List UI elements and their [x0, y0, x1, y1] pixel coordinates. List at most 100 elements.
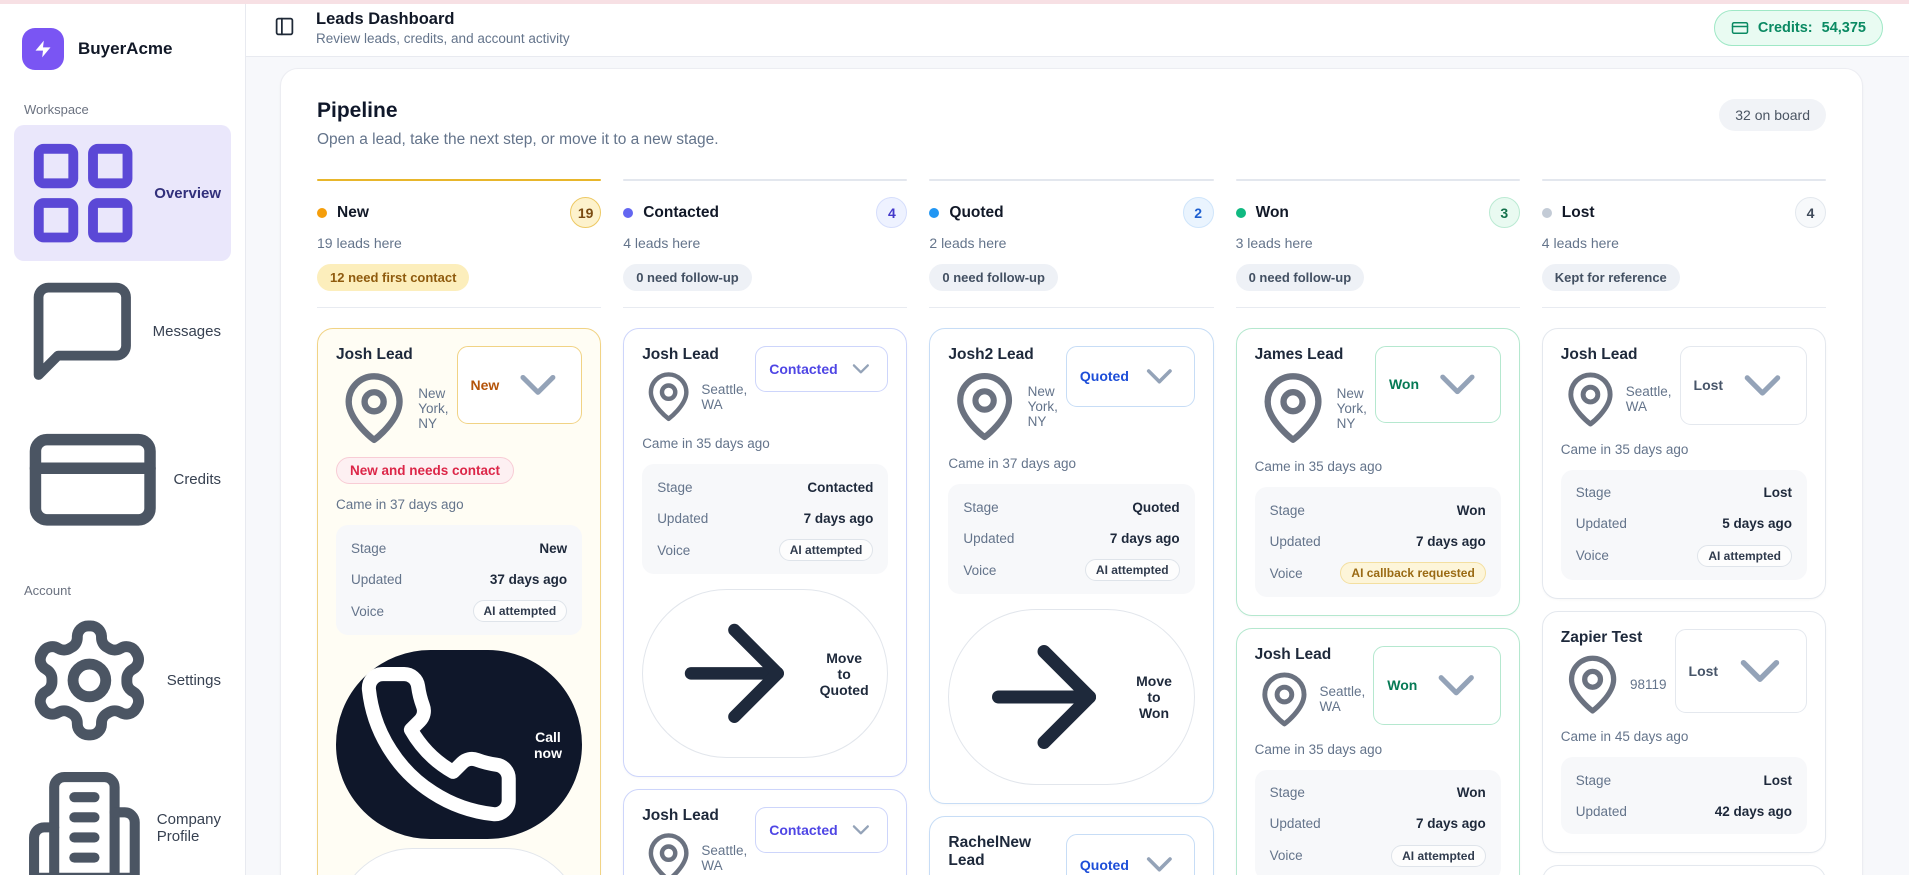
lead-location: 98119	[1561, 653, 1667, 716]
lead-location-text: 98119	[1629, 677, 1667, 693]
lead-card[interactable]: Email Shortage98199LostCame in 48 days a…	[1541, 865, 1826, 875]
column-top-line	[623, 179, 908, 181]
lead-actions: Move to Quoted	[642, 589, 889, 758]
sidebar-item-credits[interactable]: Credits	[14, 402, 231, 557]
detail-row: Stage Lost	[1576, 770, 1792, 790]
detail-label: Updated	[1269, 816, 1321, 832]
stage-select-value: Quoted	[1079, 368, 1129, 385]
stage-select[interactable]: Contacted	[755, 806, 889, 853]
sidebar-item-label: Messages	[152, 323, 221, 341]
chevron-down-icon	[847, 355, 875, 383]
detail-value: 7 days ago	[1109, 530, 1180, 546]
column-cards: Josh2 Lead New York, NY Quoted Came in 37 d…	[929, 328, 1214, 875]
page-title: Leads Dashboard	[316, 10, 455, 28]
lead-card[interactable]: Josh Lead Seattle, WA Won Came in 35 days a…	[1235, 628, 1520, 875]
lead-name: Josh Lead	[1254, 646, 1332, 664]
detail-label: Voice	[351, 603, 385, 619]
sidebar: BuyerAcme Workspace Overview Messages Credi…	[0, 0, 246, 875]
lead-card[interactable]: Josh Lead Seattle, WA Lost Came in 35 days …	[1541, 328, 1826, 599]
lead-details-panel: Stage Lost Updated 5 days ago Voice AI attemp…	[1560, 469, 1807, 580]
stage-select[interactable]: Contacted	[755, 346, 889, 392]
sidebar-toggle-button[interactable]	[272, 16, 296, 40]
column-count-badge: 3	[1488, 197, 1520, 228]
detail-label: Stage	[657, 479, 693, 495]
detail-row: Updated 5 days ago	[1576, 514, 1792, 534]
stage-select-value: Won	[1387, 677, 1418, 694]
lead-name: Josh Lead	[336, 346, 413, 363]
stage-select-value: Lost	[1693, 377, 1724, 394]
lead-card[interactable]: Zapier Test 98119 Lost Came in 45 days ago S…	[1541, 610, 1826, 854]
sidebar-section-label: Workspace	[24, 102, 89, 117]
lead-card-identity: Josh Lead Seattle, WA	[642, 346, 747, 423]
detail-row: Voice AI attempted	[1575, 544, 1792, 567]
sidebar-item-label: Company Profile	[156, 810, 221, 845]
call-now-button[interactable]: Call now	[336, 650, 583, 840]
lead-details-panel: Stage Quoted Updated 7 days ago Voice AI atte…	[948, 484, 1195, 595]
lead-card[interactable]: Josh2 Lead New York, NY Quoted Came in 37 d…	[929, 328, 1214, 805]
credits-label: Credits:	[1757, 20, 1813, 36]
sidebar-item-settings[interactable]: Settings	[14, 606, 231, 755]
detail-label: Stage	[1575, 485, 1612, 501]
column-leads-text: 4 leads here	[623, 235, 701, 251]
detail-value: 42 days ago	[1714, 803, 1792, 819]
stage-select-value: Lost	[1688, 662, 1719, 679]
lead-card[interactable]: James Lead New York, NY Won Came in 35 days…	[1235, 328, 1520, 617]
button-label: Move to Quoted	[819, 649, 869, 698]
lead-card[interactable]: Josh Lead New York, NY New New and needs co…	[317, 328, 602, 875]
map-pin-icon	[642, 370, 695, 423]
detail-label: Voice	[963, 562, 997, 578]
column-name: Contacted	[643, 203, 719, 221]
stage-select[interactable]: Lost	[1679, 346, 1807, 425]
detail-label: Stage	[963, 499, 999, 515]
detail-value: 5 days ago	[1722, 516, 1792, 532]
detail-label: Voice	[1269, 565, 1303, 581]
sidebar-item-messages[interactable]: Messages	[14, 264, 231, 399]
message-icon	[24, 273, 141, 390]
arrow-right-icon	[966, 619, 1122, 775]
detail-label: Updated	[1575, 803, 1627, 819]
chevron-down-icon	[1138, 355, 1181, 398]
column-divider	[623, 307, 908, 308]
lead-name: Josh2 Lead	[948, 346, 1034, 363]
credit-card-icon	[24, 411, 161, 548]
stage-select[interactable]: Won	[1373, 646, 1501, 725]
detail-label: Updated	[351, 571, 403, 587]
sidebar-item-label: Settings	[166, 672, 221, 690]
top-accent-strip	[0, 0, 1909, 4]
detail-value: Lost	[1763, 772, 1793, 788]
sidebar-item-overview[interactable]: Overview	[14, 125, 231, 262]
lead-card-identity: Josh Lead Seattle, WA	[1254, 646, 1365, 729]
lead-actions: Move to Won	[948, 609, 1195, 786]
lead-came-in: Came in 37 days ago	[948, 456, 1076, 472]
stage-select[interactable]: Lost	[1674, 628, 1807, 713]
detail-row: Stage Won	[1270, 783, 1486, 803]
move-stage-button[interactable]: Move to Contacted	[336, 848, 583, 875]
stage-select[interactable]: Won	[1374, 346, 1501, 423]
sidebar-item-company-profile[interactable]: Company Profile	[14, 758, 231, 875]
detail-label: Voice	[1575, 548, 1609, 564]
column-note-badge: 0 need follow-up	[623, 264, 752, 291]
detail-row: Updated 7 days ago	[963, 528, 1179, 548]
detail-row: Updated 7 days ago	[657, 508, 873, 528]
stage-dot	[1235, 207, 1246, 218]
column-note-badge: 12 need first contact	[317, 264, 470, 291]
detail-label: Stage	[1269, 785, 1305, 801]
phone-icon	[354, 660, 523, 829]
stage-select[interactable]: Quoted	[1065, 346, 1195, 407]
lead-details-panel: Stage Contacted Updated 7 days ago Voice AI a…	[642, 464, 889, 575]
arrow-right-icon	[354, 858, 487, 875]
lead-name: RachelNew Lead	[948, 834, 1032, 870]
stage-select[interactable]: Quoted	[1065, 834, 1195, 875]
voice-status-badge: AI attempted	[1391, 844, 1486, 867]
move-stage-button[interactable]: Move to Quoted	[642, 589, 889, 758]
column-header: Quoted 2	[929, 197, 1214, 228]
detail-value: New	[539, 540, 568, 556]
chevron-down-icon	[1138, 843, 1181, 875]
lead-card-top: Josh Lead Seattle, WA Contacted	[642, 806, 889, 875]
move-stage-button[interactable]: Move to Won	[948, 609, 1195, 786]
credits-value: 54,375	[1821, 20, 1866, 36]
stage-select[interactable]: New	[456, 346, 583, 424]
